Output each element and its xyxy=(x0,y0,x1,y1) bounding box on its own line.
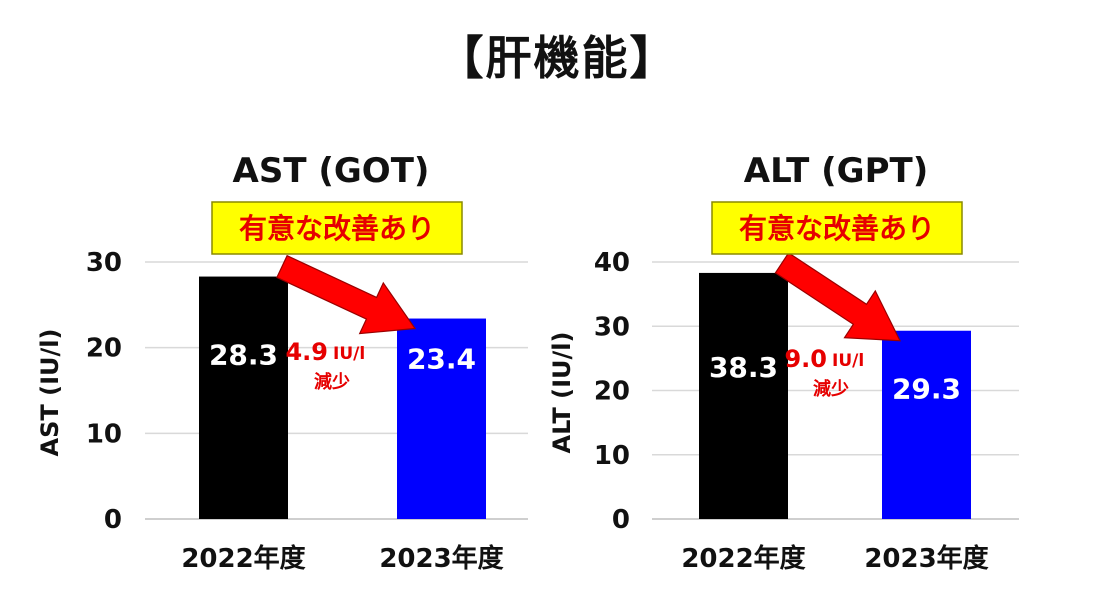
alt-bar-2023年度 xyxy=(882,330,971,519)
alt-decrease-arrow xyxy=(774,252,901,342)
ast-y-tick-label: 30 xyxy=(86,248,122,278)
ast-chart: AST (GOT) 0 10 20 30 AST (IU/l) 28.3 2022年度 23.4… xyxy=(0,0,557,602)
alt-significance-badge-text: 有意な改善あり xyxy=(739,212,935,245)
ast-y-tick-label: 0 xyxy=(104,505,122,535)
ast-bar-2022年度 xyxy=(199,276,288,519)
alt-bar-value-label: 38.3 xyxy=(709,351,778,384)
alt-y-tick-label: 20 xyxy=(594,377,630,407)
alt-chart-title: ALT (GPT) xyxy=(744,151,928,191)
ast-chart-title: AST (GOT) xyxy=(233,151,430,191)
ast-bar-value-label: 23.4 xyxy=(407,343,476,376)
ast-decrease-arrow xyxy=(276,254,417,335)
alt-y-axis-label: ALT (IU/l) xyxy=(548,332,576,454)
alt-change-unit: IU/l xyxy=(832,351,864,371)
alt-significance-badge xyxy=(711,201,963,255)
alt-y-tick-label: 0 xyxy=(612,505,630,535)
alt-x-category-label: 2022年度 xyxy=(681,543,805,574)
ast-bar-2023年度 xyxy=(397,318,486,519)
alt-bar-2022年度 xyxy=(699,272,788,519)
ast-y-axis-label: AST (IU/l) xyxy=(36,329,64,457)
ast-chart-svg: AST (GOT) 0 10 20 30 AST (IU/l) 28.3 2022年度 23.4… xyxy=(36,151,528,574)
ast-change-value: 4.9 xyxy=(285,338,328,366)
ast-significance-badge xyxy=(211,201,463,255)
ast-significance-badge-text: 有意な改善あり xyxy=(239,212,435,245)
alt-change-text: 減少 xyxy=(813,378,849,400)
ast-x-category-label: 2023年度 xyxy=(379,543,503,574)
alt-x-category-label: 2023年度 xyxy=(864,543,988,574)
alt-y-tick-label: 30 xyxy=(594,312,630,342)
ast-y-tick-label: 10 xyxy=(86,419,122,449)
alt-change-value: 9.0 xyxy=(784,345,827,373)
ast-change-unit: IU/l xyxy=(333,344,365,364)
alt-chart-svg: ALT (GPT) 0 10 20 30 40 ALT (IU/l) 38.3 2022年度 29… xyxy=(548,151,1019,574)
alt-y-tick-label: 10 xyxy=(594,441,630,471)
alt-bar-value-label: 29.3 xyxy=(892,373,961,406)
ast-x-category-label: 2022年度 xyxy=(181,543,305,574)
alt-chart: ALT (GPT) 0 10 20 30 40 ALT (IU/l) 38.3 2022年度 29… xyxy=(548,0,1115,602)
ast-bar-value-label: 28.3 xyxy=(209,339,278,372)
ast-y-tick-label: 20 xyxy=(86,334,122,364)
alt-y-tick-label: 40 xyxy=(594,248,630,278)
page-title: 【肝機能】 xyxy=(437,31,678,85)
ast-change-text: 減少 xyxy=(314,371,350,393)
